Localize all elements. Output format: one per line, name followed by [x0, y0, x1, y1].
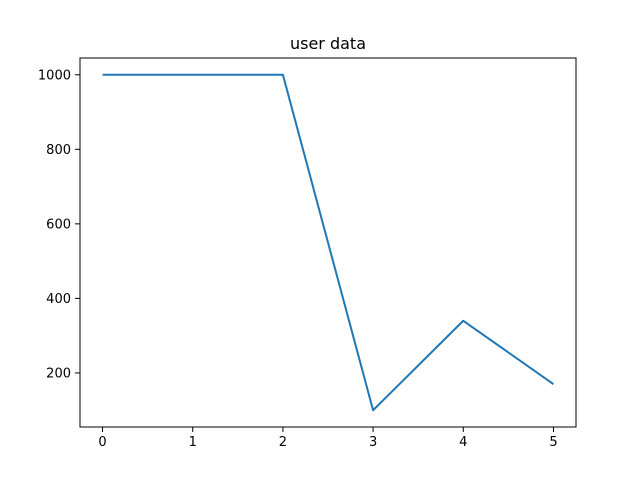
series-line [102, 73, 555, 412]
x-tick-label: 0 [98, 435, 106, 450]
axes-frame [79, 57, 577, 428]
chart-title: user data [290, 34, 366, 53]
y-tick-label: 200 [46, 366, 71, 381]
x-tick-label: 2 [279, 435, 287, 450]
x-tick-label: 4 [459, 435, 467, 450]
plot-area: 0 1 2 3 4 5 200 400 600 800 1000 [38, 57, 577, 450]
y-tick-label: 400 [46, 292, 71, 307]
x-tick-label: 1 [189, 435, 197, 450]
x-tick-label: 3 [369, 435, 377, 450]
y-tick-label: 1000 [38, 68, 71, 83]
x-tick-label: 5 [549, 435, 557, 450]
y-tick-label: 800 [46, 143, 71, 158]
y-tick-label: 600 [46, 217, 71, 232]
